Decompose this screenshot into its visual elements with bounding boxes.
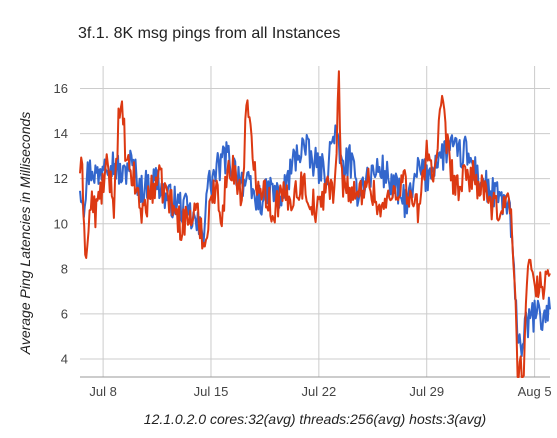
y-axis-label: Average Ping Latencies in Milliseconds	[17, 112, 33, 356]
x-tick-label: Jul 15	[194, 384, 229, 399]
y-tick-label: 4	[61, 351, 68, 366]
y-tick-label: 6	[61, 306, 68, 321]
series-line-blue	[79, 124, 551, 358]
y-tick-label: 16	[54, 81, 68, 96]
x-axis-label: 12.1.0.2.0 cores:32(avg) threads:256(avg…	[144, 411, 486, 427]
y-tick-label: 14	[54, 126, 68, 141]
grid-layer	[80, 66, 550, 378]
x-tick-label: Aug 5	[518, 384, 552, 399]
series-line-red	[79, 70, 551, 378]
x-tick-label: Jul 8	[89, 384, 116, 399]
y-tick-label: 8	[61, 261, 68, 276]
y-tick-label: 10	[54, 216, 68, 231]
series-layer	[79, 70, 551, 378]
x-tick-label: Jul 22	[302, 384, 337, 399]
tick-layer: 4 6 8 10 12 14 16 Jul 8 Jul 15 Jul 22 Jul 29 Aug 5	[54, 81, 552, 399]
x-tick-label: Jul 29	[409, 384, 444, 399]
chart-title: 3f.1. 8K msg pings from all Instances	[78, 25, 340, 42]
y-tick-label: 12	[54, 171, 68, 186]
